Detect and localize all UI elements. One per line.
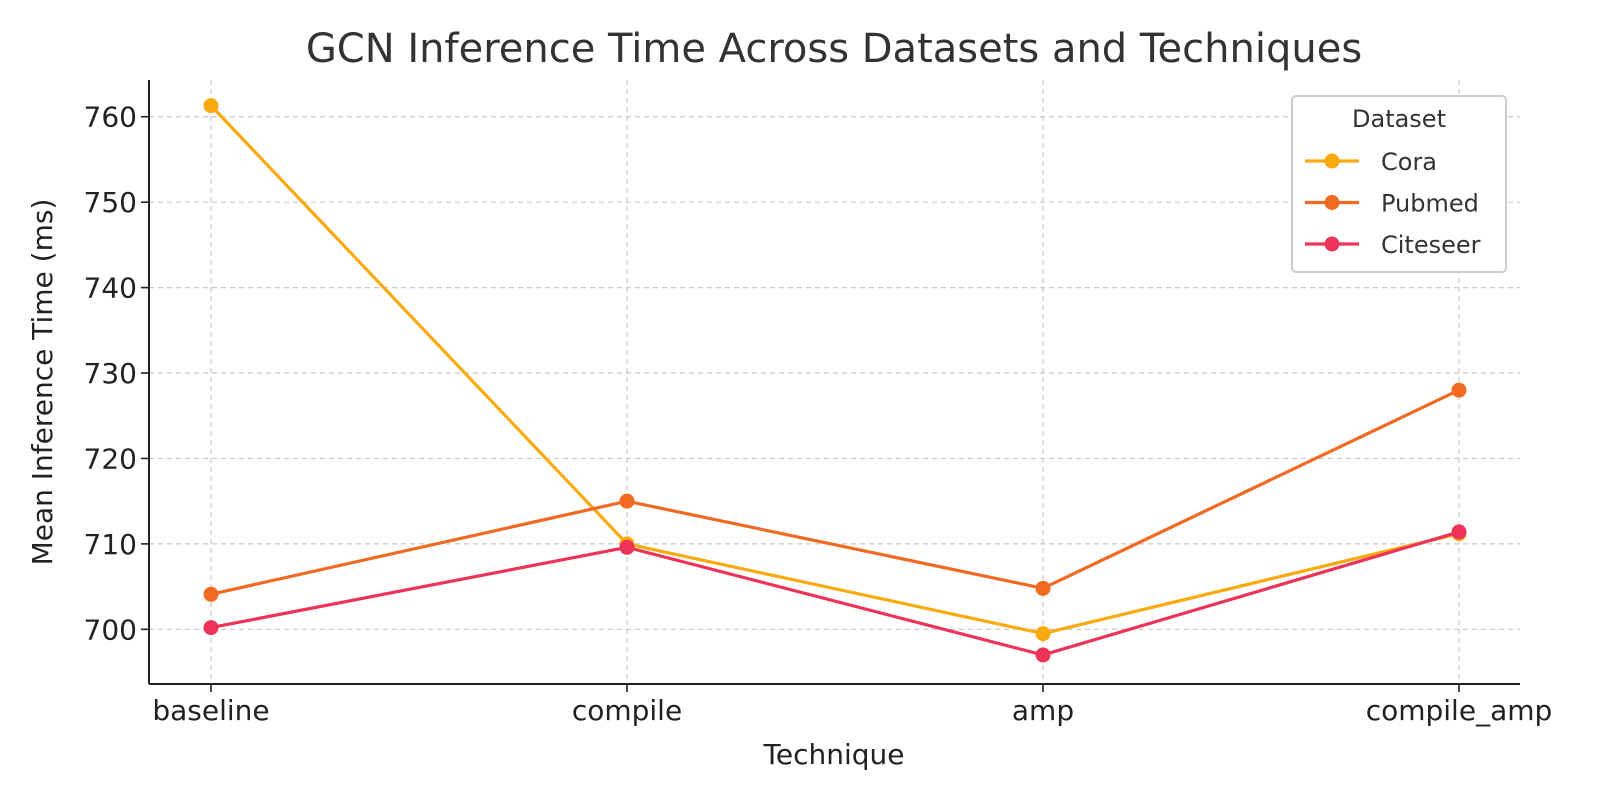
ticks: 700 710 720 730 740 750 760 baseline compile amp c… xyxy=(84,101,1553,727)
y-tick-label: 750 xyxy=(84,186,137,219)
legend-item: Pubmed xyxy=(1305,190,1479,218)
legend-item: Cora xyxy=(1305,148,1437,176)
data-point xyxy=(1035,647,1051,663)
series-citeseer xyxy=(203,524,1467,663)
y-tick-label: 720 xyxy=(84,442,137,475)
y-tick-label: 730 xyxy=(84,357,137,390)
data-point xyxy=(1035,580,1051,596)
x-axis-title: Technique xyxy=(763,738,905,771)
series-cora xyxy=(203,98,1467,642)
y-tick-label: 700 xyxy=(84,613,137,646)
y-tick-label: 760 xyxy=(84,101,137,134)
legend-swatch-marker xyxy=(1324,153,1340,169)
data-point xyxy=(1451,524,1467,540)
data-point xyxy=(619,493,635,509)
series-pubmed xyxy=(203,382,1467,602)
data-point xyxy=(1035,626,1051,642)
legend-title: Dataset xyxy=(1352,105,1446,133)
legend-swatch-marker xyxy=(1324,236,1340,252)
data-point xyxy=(203,620,219,636)
series-line xyxy=(210,388,1460,596)
series-line xyxy=(210,530,1460,657)
y-tick-label: 740 xyxy=(84,272,137,305)
legend-swatch-marker xyxy=(1324,195,1340,210)
x-tick-label: compile_amp xyxy=(1366,694,1553,727)
data-point xyxy=(619,539,635,555)
series xyxy=(203,98,1467,663)
legend-item: Citeseer xyxy=(1305,231,1481,259)
legend: Dataset Cora Pubmed Citeseer xyxy=(1291,95,1507,273)
legend-label: Citeseer xyxy=(1381,231,1481,259)
data-point xyxy=(203,98,219,114)
x-tick-label: baseline xyxy=(152,694,269,727)
chart-title: GCN Inference Time Across Datasets and T… xyxy=(306,26,1362,72)
y-axis-title: Mean Inference Time (ms) xyxy=(26,199,59,566)
series-line xyxy=(209,104,1460,636)
legend-box xyxy=(1291,95,1507,273)
legend-label: Pubmed xyxy=(1381,190,1479,218)
data-point xyxy=(203,586,219,602)
data-point xyxy=(1451,382,1467,398)
legend-entries: Cora Pubmed Citeseer xyxy=(1305,148,1481,259)
x-tick-label: compile xyxy=(572,694,682,727)
x-tick-label: amp xyxy=(1012,694,1074,727)
axes xyxy=(148,80,1520,685)
legend-label: Cora xyxy=(1381,148,1437,176)
y-tick-label: 710 xyxy=(84,528,137,561)
